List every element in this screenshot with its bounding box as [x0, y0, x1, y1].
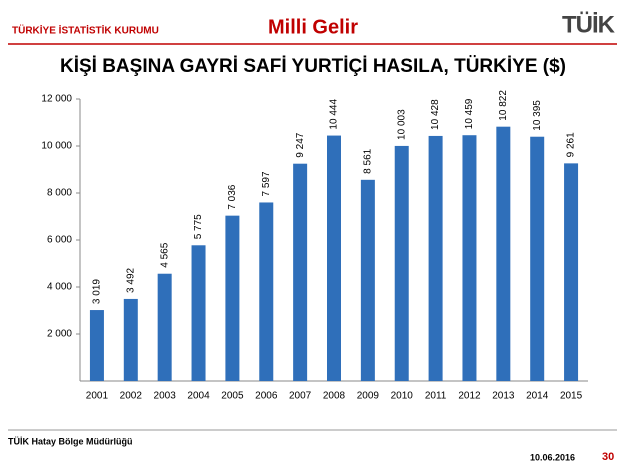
x-tick-label: 2008	[323, 391, 346, 402]
bar	[394, 145, 409, 381]
y-tick-label: 6 000	[47, 235, 72, 246]
y-tick-label: 4 000	[47, 282, 72, 293]
x-tick-label: 2002	[120, 391, 143, 402]
bar	[462, 135, 477, 381]
bar	[530, 136, 545, 381]
bar	[428, 135, 443, 381]
bar	[157, 273, 172, 381]
x-tick-label: 2012	[458, 391, 481, 402]
x-tick-label: 2014	[526, 391, 549, 402]
x-tick-label: 2007	[289, 391, 312, 402]
footer-office: TÜİK Hatay Bölge Müdürlüğü	[8, 436, 133, 446]
y-tick-label: 12 000	[41, 94, 72, 105]
bar	[225, 215, 240, 381]
y-tick-label: 2 000	[47, 329, 72, 340]
y-tick-label: 8 000	[47, 188, 72, 199]
value-label: 3 492	[125, 267, 136, 292]
bar	[327, 135, 341, 381]
x-tick-label: 2003	[154, 391, 177, 402]
topic: Milli Gelir	[268, 16, 358, 38]
x-tick-label: 2013	[492, 391, 515, 402]
bar	[564, 163, 579, 381]
value-label: 3 019	[92, 279, 103, 304]
value-label: 9 261	[566, 132, 577, 157]
x-tick-label: 2005	[221, 391, 244, 402]
value-label: 9 247	[295, 132, 306, 157]
value-label: 5 775	[193, 214, 204, 239]
x-tick-label: 2009	[357, 391, 380, 402]
value-label: 10 459	[464, 98, 475, 129]
bar	[123, 298, 138, 381]
x-tick-label: 2011	[425, 391, 447, 402]
bar	[496, 126, 511, 381]
bar	[293, 163, 308, 381]
x-tick-label: 2004	[187, 391, 210, 402]
footer-date: 10.06.2016	[530, 452, 575, 462]
value-label: 10 003	[396, 109, 407, 140]
x-tick-label: 2010	[391, 391, 414, 402]
value-label: 10 822	[498, 90, 509, 121]
value-label: 4 565	[159, 242, 170, 267]
page-number: 30	[602, 451, 614, 463]
value-label: 7 036	[227, 184, 238, 209]
bar	[89, 310, 104, 381]
bar	[191, 245, 206, 381]
value-label: 8 561	[363, 148, 374, 173]
bar	[360, 179, 375, 381]
value-label: 10 428	[430, 99, 441, 130]
bar	[259, 202, 274, 381]
x-tick-label: 2001	[86, 391, 109, 402]
x-tick-label: 2015	[560, 391, 583, 402]
value-label: 10 395	[532, 100, 543, 131]
chart-title: KİŞİ BAŞINA GAYRİ SAFİ YURTİÇİ HASILA, T…	[60, 56, 566, 77]
value-label: 10 444	[329, 99, 340, 130]
x-tick-label: 2006	[255, 391, 278, 402]
org-name: TÜRKİYE İSTATİSTİK KURUMU	[12, 24, 159, 37]
y-tick-label: 10 000	[41, 141, 72, 152]
logo: TÜİK	[562, 11, 616, 38]
value-label: 7 597	[261, 171, 272, 196]
